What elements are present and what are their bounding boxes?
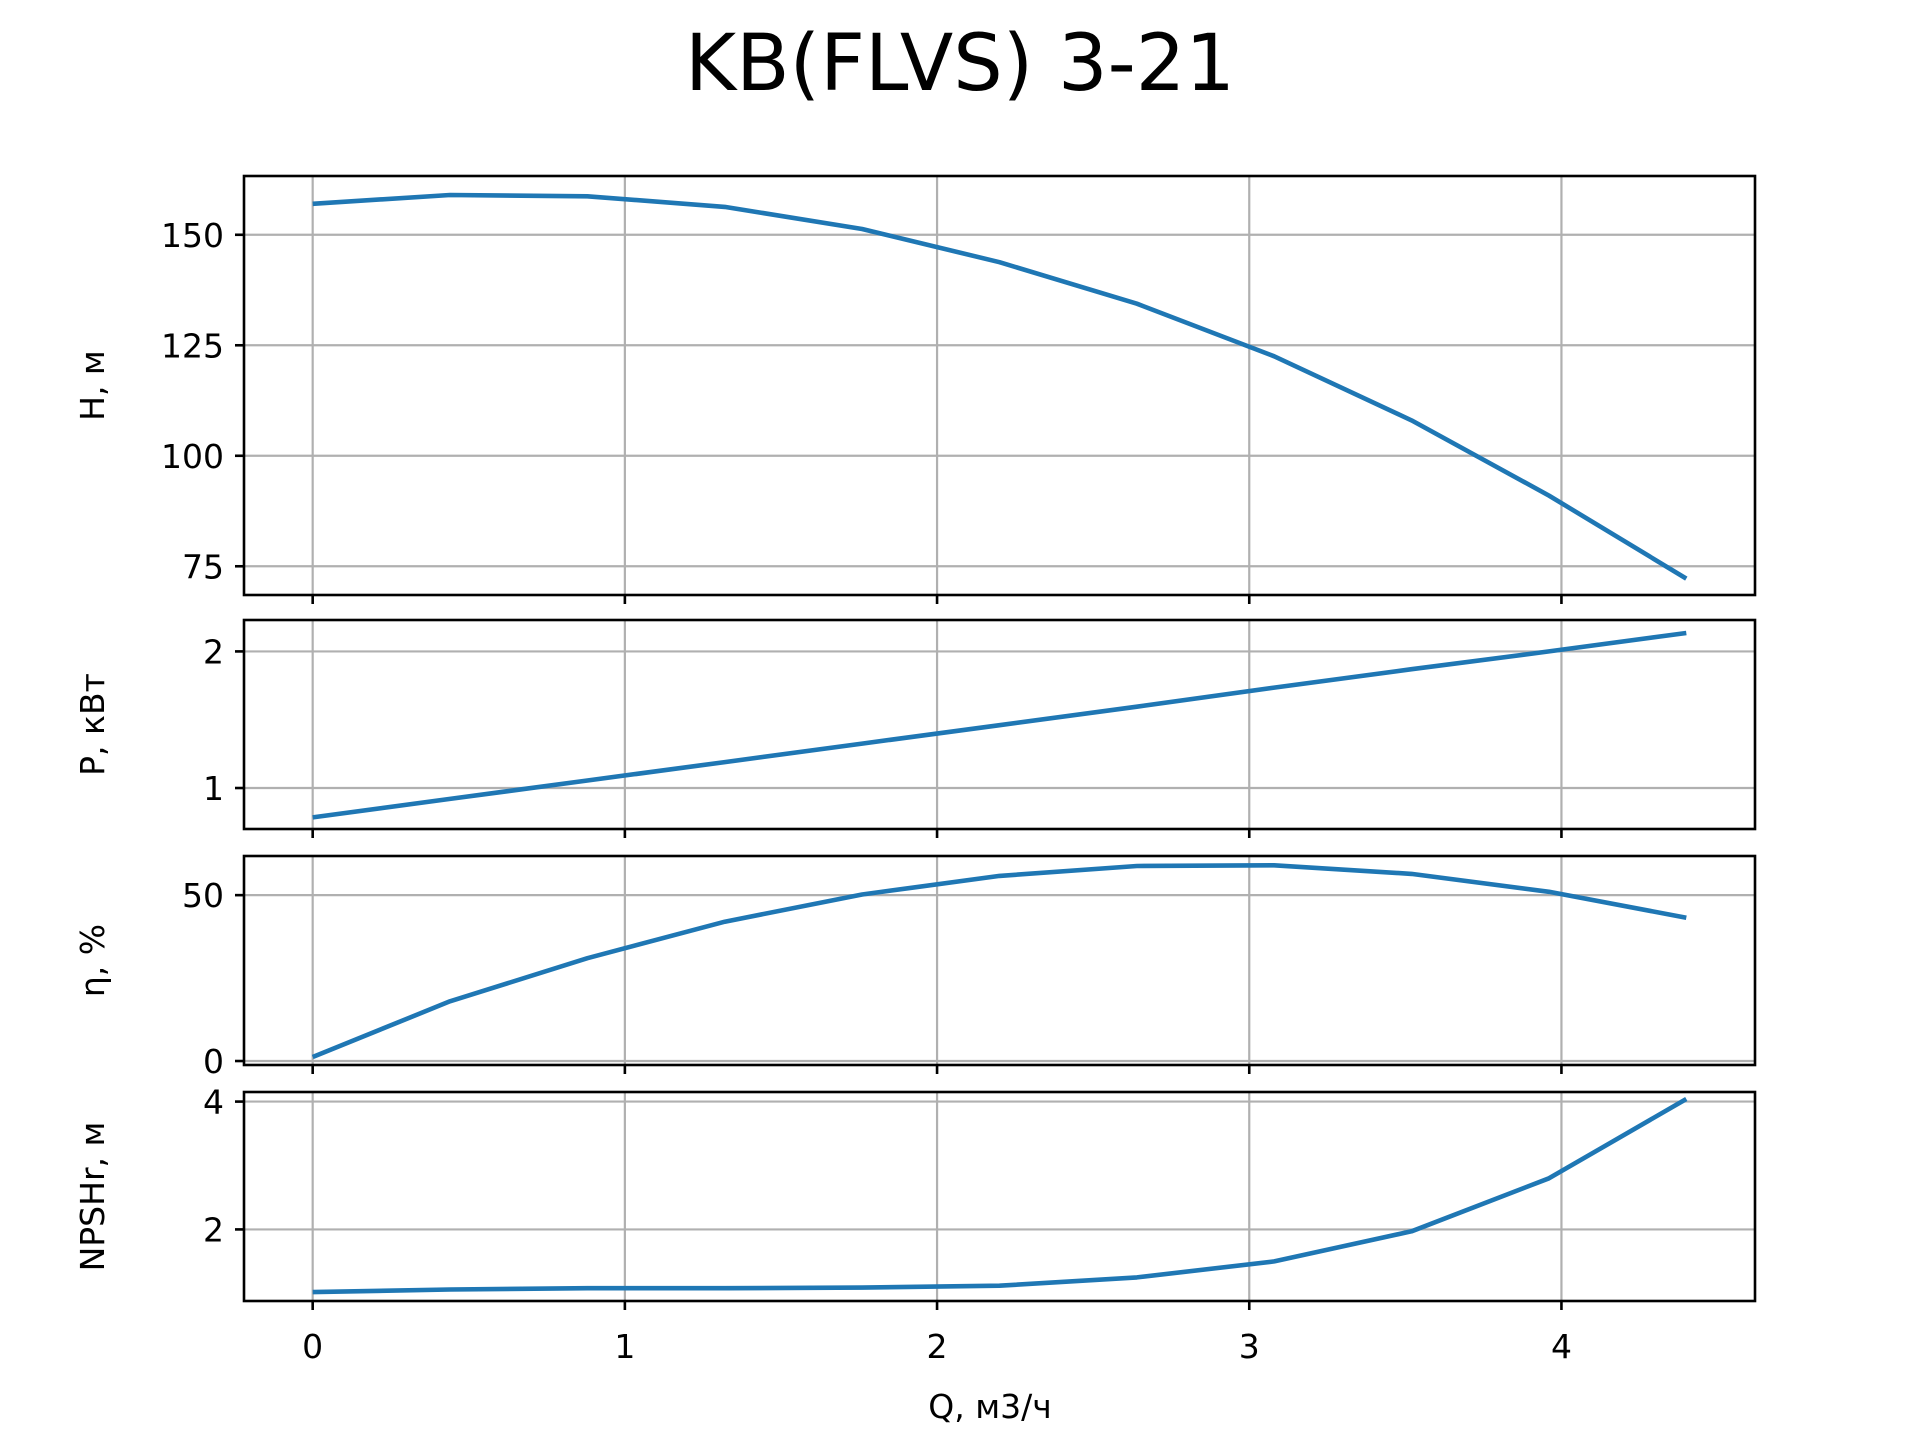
y-axis-label: NPSHr, м: [73, 1122, 112, 1272]
x-tick-label: 4: [1551, 1327, 1572, 1366]
plot-frame: [242, 174, 1757, 597]
subplot-2: 1 2 P, кВт: [73, 618, 1757, 838]
x-tick-label: 2: [927, 1327, 948, 1366]
plot-frame: [242, 1090, 1757, 1303]
subplot-panels: 75 100 125 150 H, м 1 2 P, кВт 0 50 η, % 2 4 NPSHr, м…: [73, 174, 1757, 1366]
series-line-2: [312, 630, 1687, 820]
y-axis-label: P, кВт: [73, 673, 112, 776]
x-tick-label: 3: [1239, 1327, 1260, 1366]
x-tick-label: 1: [614, 1327, 635, 1366]
y-tick-label: 75: [182, 547, 224, 586]
y-tick-label: 2: [203, 1210, 224, 1249]
x-axis-label: Q, м3/ч: [928, 1387, 1051, 1426]
y-tick-label: 4: [203, 1083, 224, 1122]
plot-frame: [242, 618, 1757, 831]
y-tick-label: 1: [203, 769, 224, 808]
y-tick-label: 50: [182, 876, 224, 915]
subplot-3: 0 50 η, %: [73, 854, 1757, 1081]
x-tick-label: 0: [302, 1327, 323, 1366]
y-tick-label: 150: [161, 216, 224, 255]
y-axis-label: η, %: [73, 924, 112, 997]
subplot-1: 75 100 125 150 H, м: [73, 174, 1757, 604]
y-tick-label: 125: [161, 326, 224, 365]
series-line-1: [312, 192, 1688, 581]
y-tick-label: 0: [203, 1042, 224, 1081]
series-line-3: [311, 862, 1687, 1060]
subplot-4: 2 4 NPSHr, м: [73, 1083, 1757, 1310]
plot-frame: [242, 854, 1757, 1067]
y-tick-label: 100: [161, 437, 224, 476]
y-axis-label: H, м: [73, 350, 112, 421]
y-tick-label: 2: [203, 632, 224, 671]
chart-title: KB(FLVS) 3-21: [685, 19, 1235, 109]
series-line-4: [312, 1097, 1688, 1295]
